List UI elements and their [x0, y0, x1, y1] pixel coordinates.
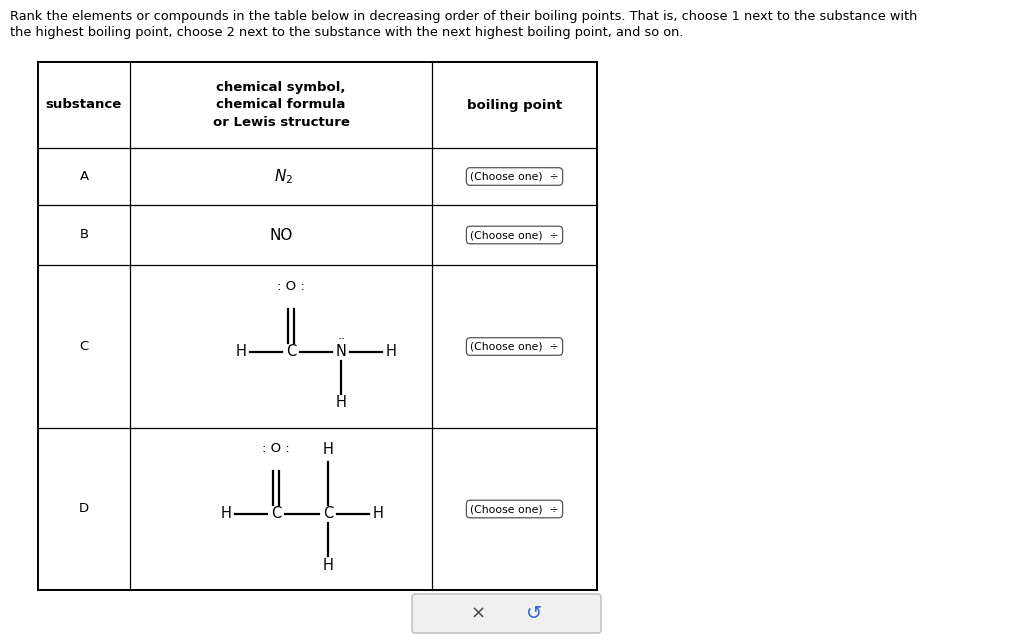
Text: C: C — [323, 506, 333, 522]
Text: ··: ·· — [338, 333, 346, 346]
Text: B: B — [80, 228, 88, 242]
Text: H: H — [236, 344, 247, 359]
Text: C: C — [271, 506, 282, 522]
Text: H: H — [220, 506, 231, 522]
Text: ↺: ↺ — [526, 604, 543, 623]
Text: (Choose one)  ÷: (Choose one) ÷ — [470, 230, 559, 240]
Text: : O :: : O : — [278, 280, 305, 293]
Text: N: N — [336, 344, 346, 359]
Text: the highest boiling point, choose 2 next to the substance with the next highest : the highest boiling point, choose 2 next… — [10, 26, 683, 39]
Text: chemical symbol,
chemical formula
or Lewis structure: chemical symbol, chemical formula or Lew… — [213, 81, 349, 129]
Text: substance: substance — [46, 99, 122, 112]
Text: C: C — [286, 344, 296, 359]
Text: D: D — [79, 503, 89, 515]
Text: H: H — [323, 558, 334, 572]
Text: $N_2$: $N_2$ — [274, 167, 294, 186]
Text: (Choose one)  ÷: (Choose one) ÷ — [470, 172, 559, 181]
FancyBboxPatch shape — [412, 594, 601, 633]
Text: H: H — [336, 395, 346, 410]
Text: boiling point: boiling point — [467, 99, 562, 112]
Text: C: C — [80, 340, 89, 353]
Text: A: A — [80, 170, 88, 183]
Text: NO: NO — [269, 228, 293, 242]
Text: ×: × — [471, 604, 486, 622]
Text: H: H — [386, 344, 396, 359]
Text: H: H — [323, 442, 334, 456]
Text: (Choose one)  ÷: (Choose one) ÷ — [470, 504, 559, 514]
Text: Rank the elements or compounds in the table below in decreasing order of their b: Rank the elements or compounds in the ta… — [10, 10, 918, 23]
Text: H: H — [373, 506, 383, 522]
Text: : O :: : O : — [262, 442, 290, 456]
Text: (Choose one)  ÷: (Choose one) ÷ — [470, 342, 559, 351]
